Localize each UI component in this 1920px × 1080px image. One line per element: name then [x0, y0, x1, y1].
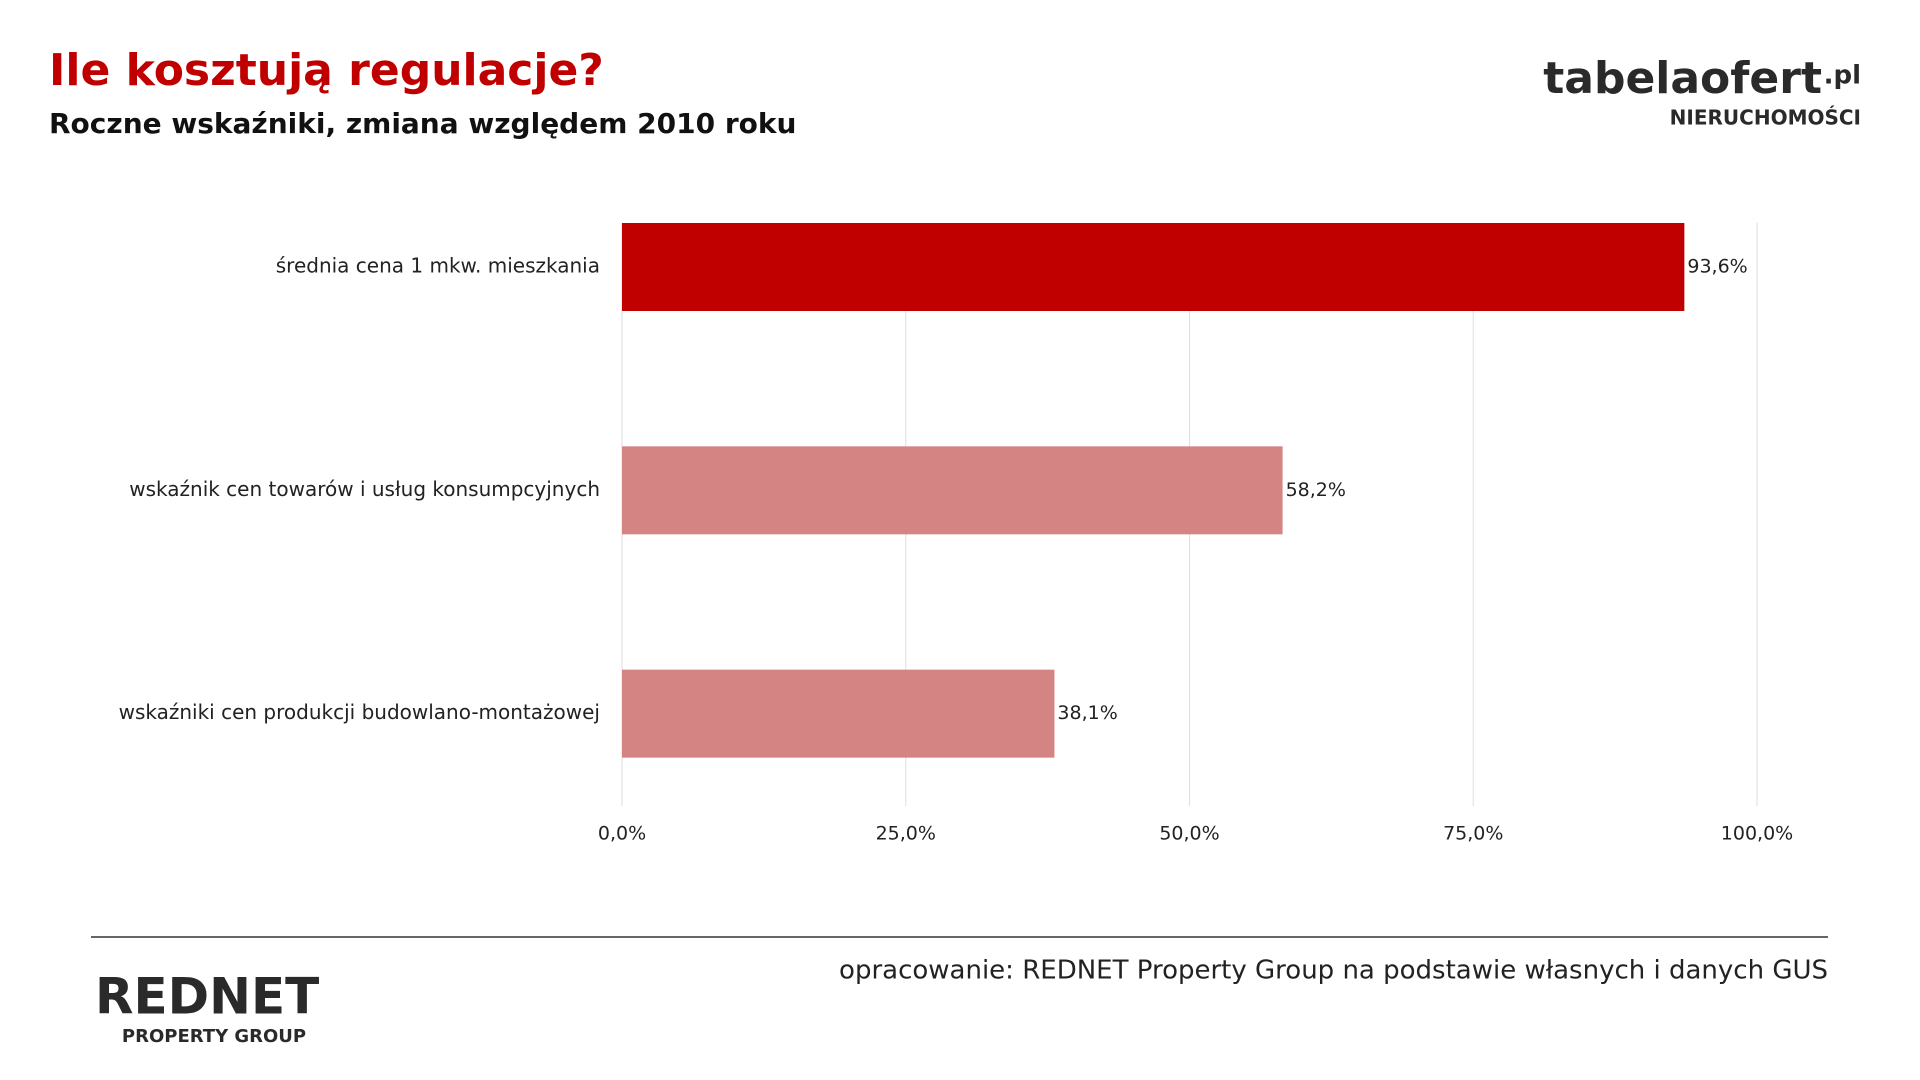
bar [622, 223, 1685, 311]
chart-subtitle: Roczne wskaźniki, zmiana względem 2010 r… [49, 107, 796, 140]
chart-title: Ile kosztują regulacje? [49, 45, 604, 96]
y-tick-label: średnia cena 1 mkw. mieszkania [276, 254, 600, 278]
x-tick-label: 25,0% [876, 823, 936, 845]
logo-tagline: NIERUCHOMOŚCI [1670, 106, 1861, 130]
logo-name: tabelaofert [1543, 53, 1822, 104]
bar [622, 669, 1055, 758]
plot: 0,0% 25,0% 50,0% 75,0% 100,0% średnia cena 1 … [119, 223, 1793, 845]
value-label: 38,1% [1057, 702, 1117, 724]
x-tick-label: 100,0% [1721, 823, 1793, 845]
footer-logo-name: REDNET [95, 968, 319, 1026]
value-label: 93,6% [1687, 256, 1747, 278]
footer-logo-tagline: PROPERTY GROUP [122, 1026, 306, 1047]
x-tick-label: 50,0% [1159, 823, 1219, 845]
y-tick-label: wskaźnik cen towarów i usług konsumpcyjn… [129, 477, 600, 501]
y-tick-label: wskaźniki cen produkcji budowlano-montaż… [119, 700, 600, 724]
x-tick-label: 75,0% [1443, 823, 1503, 845]
bar [622, 446, 1283, 535]
x-tick-label: 0,0% [598, 823, 646, 845]
value-label: 58,2% [1286, 479, 1346, 501]
source-note: opracowanie: REDNET Property Group na po… [839, 956, 1828, 986]
logo-domain: .pl [1824, 61, 1861, 91]
